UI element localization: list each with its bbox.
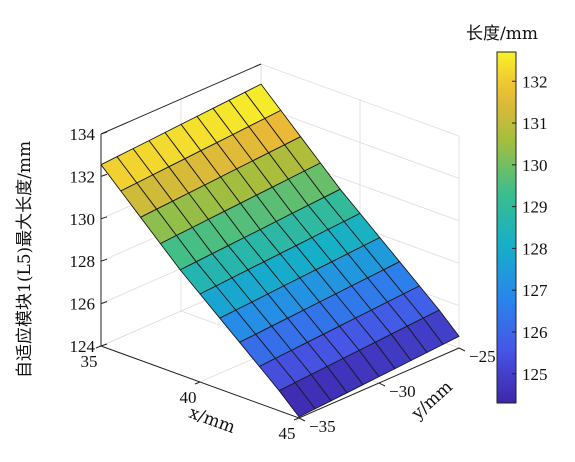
- z-tick-mark: [100, 216, 108, 220]
- colorbar-title: 长度/mm: [466, 24, 538, 44]
- surface-patch: [278, 382, 316, 418]
- x-tick-label: 40: [180, 388, 197, 407]
- z-tick-mark: [100, 173, 108, 177]
- z-axis-ticks: 124 126 128 130 132 134: [70, 125, 108, 356]
- x-tick-mark: [95, 345, 102, 349]
- colorbar-tick-label: 125: [522, 365, 548, 384]
- y-axis-ticks: −35 −30 −25: [298, 347, 496, 436]
- colorbar-tick-label: 131: [522, 114, 548, 133]
- x-tick-mark: [293, 417, 300, 421]
- x-axis-title: x/mm: [186, 403, 238, 438]
- x-tick-mark: [194, 381, 201, 385]
- y-tick-mark: [298, 417, 306, 422]
- z-tick-label: 124: [70, 337, 96, 356]
- colorbar-tick-label: 126: [522, 323, 548, 342]
- z-axis-title: 自适应模块1(L5)最大长度/mm: [15, 141, 35, 378]
- surface-mesh: [100, 83, 460, 418]
- x-tick-label: 35: [81, 352, 98, 371]
- z-tick-mark: [100, 301, 108, 305]
- z-tick-label: 128: [70, 252, 96, 271]
- colorbar-tick-label: 130: [522, 156, 548, 175]
- colorbar-ticks: 125 126 127 128 129 130 131 132: [512, 72, 548, 384]
- x-tick-label: 45: [279, 424, 296, 443]
- colorbar-tick-label: 127: [522, 281, 548, 300]
- colorbar-tick-label: 129: [522, 198, 548, 217]
- colorbar: [496, 51, 517, 404]
- y-tick-label: −35: [309, 417, 336, 436]
- colorbar-tick-label: 128: [522, 239, 548, 258]
- y-tick-mark: [378, 382, 386, 387]
- colorbar-tick-label: 132: [522, 72, 548, 91]
- z-tick-label: 130: [70, 210, 96, 229]
- x-axis-ticks: 35 40 45: [81, 345, 300, 443]
- z-tick-label: 134: [70, 125, 96, 144]
- y-tick-label: −25: [469, 347, 496, 366]
- z-tick-mark: [100, 258, 108, 262]
- y-tick-mark: [458, 347, 466, 352]
- z-tick-label: 132: [70, 167, 96, 186]
- z-tick-mark: [100, 343, 108, 347]
- z-tick-mark: [100, 131, 108, 135]
- z-tick-label: 126: [70, 295, 96, 314]
- y-tick-label: −30: [389, 382, 416, 401]
